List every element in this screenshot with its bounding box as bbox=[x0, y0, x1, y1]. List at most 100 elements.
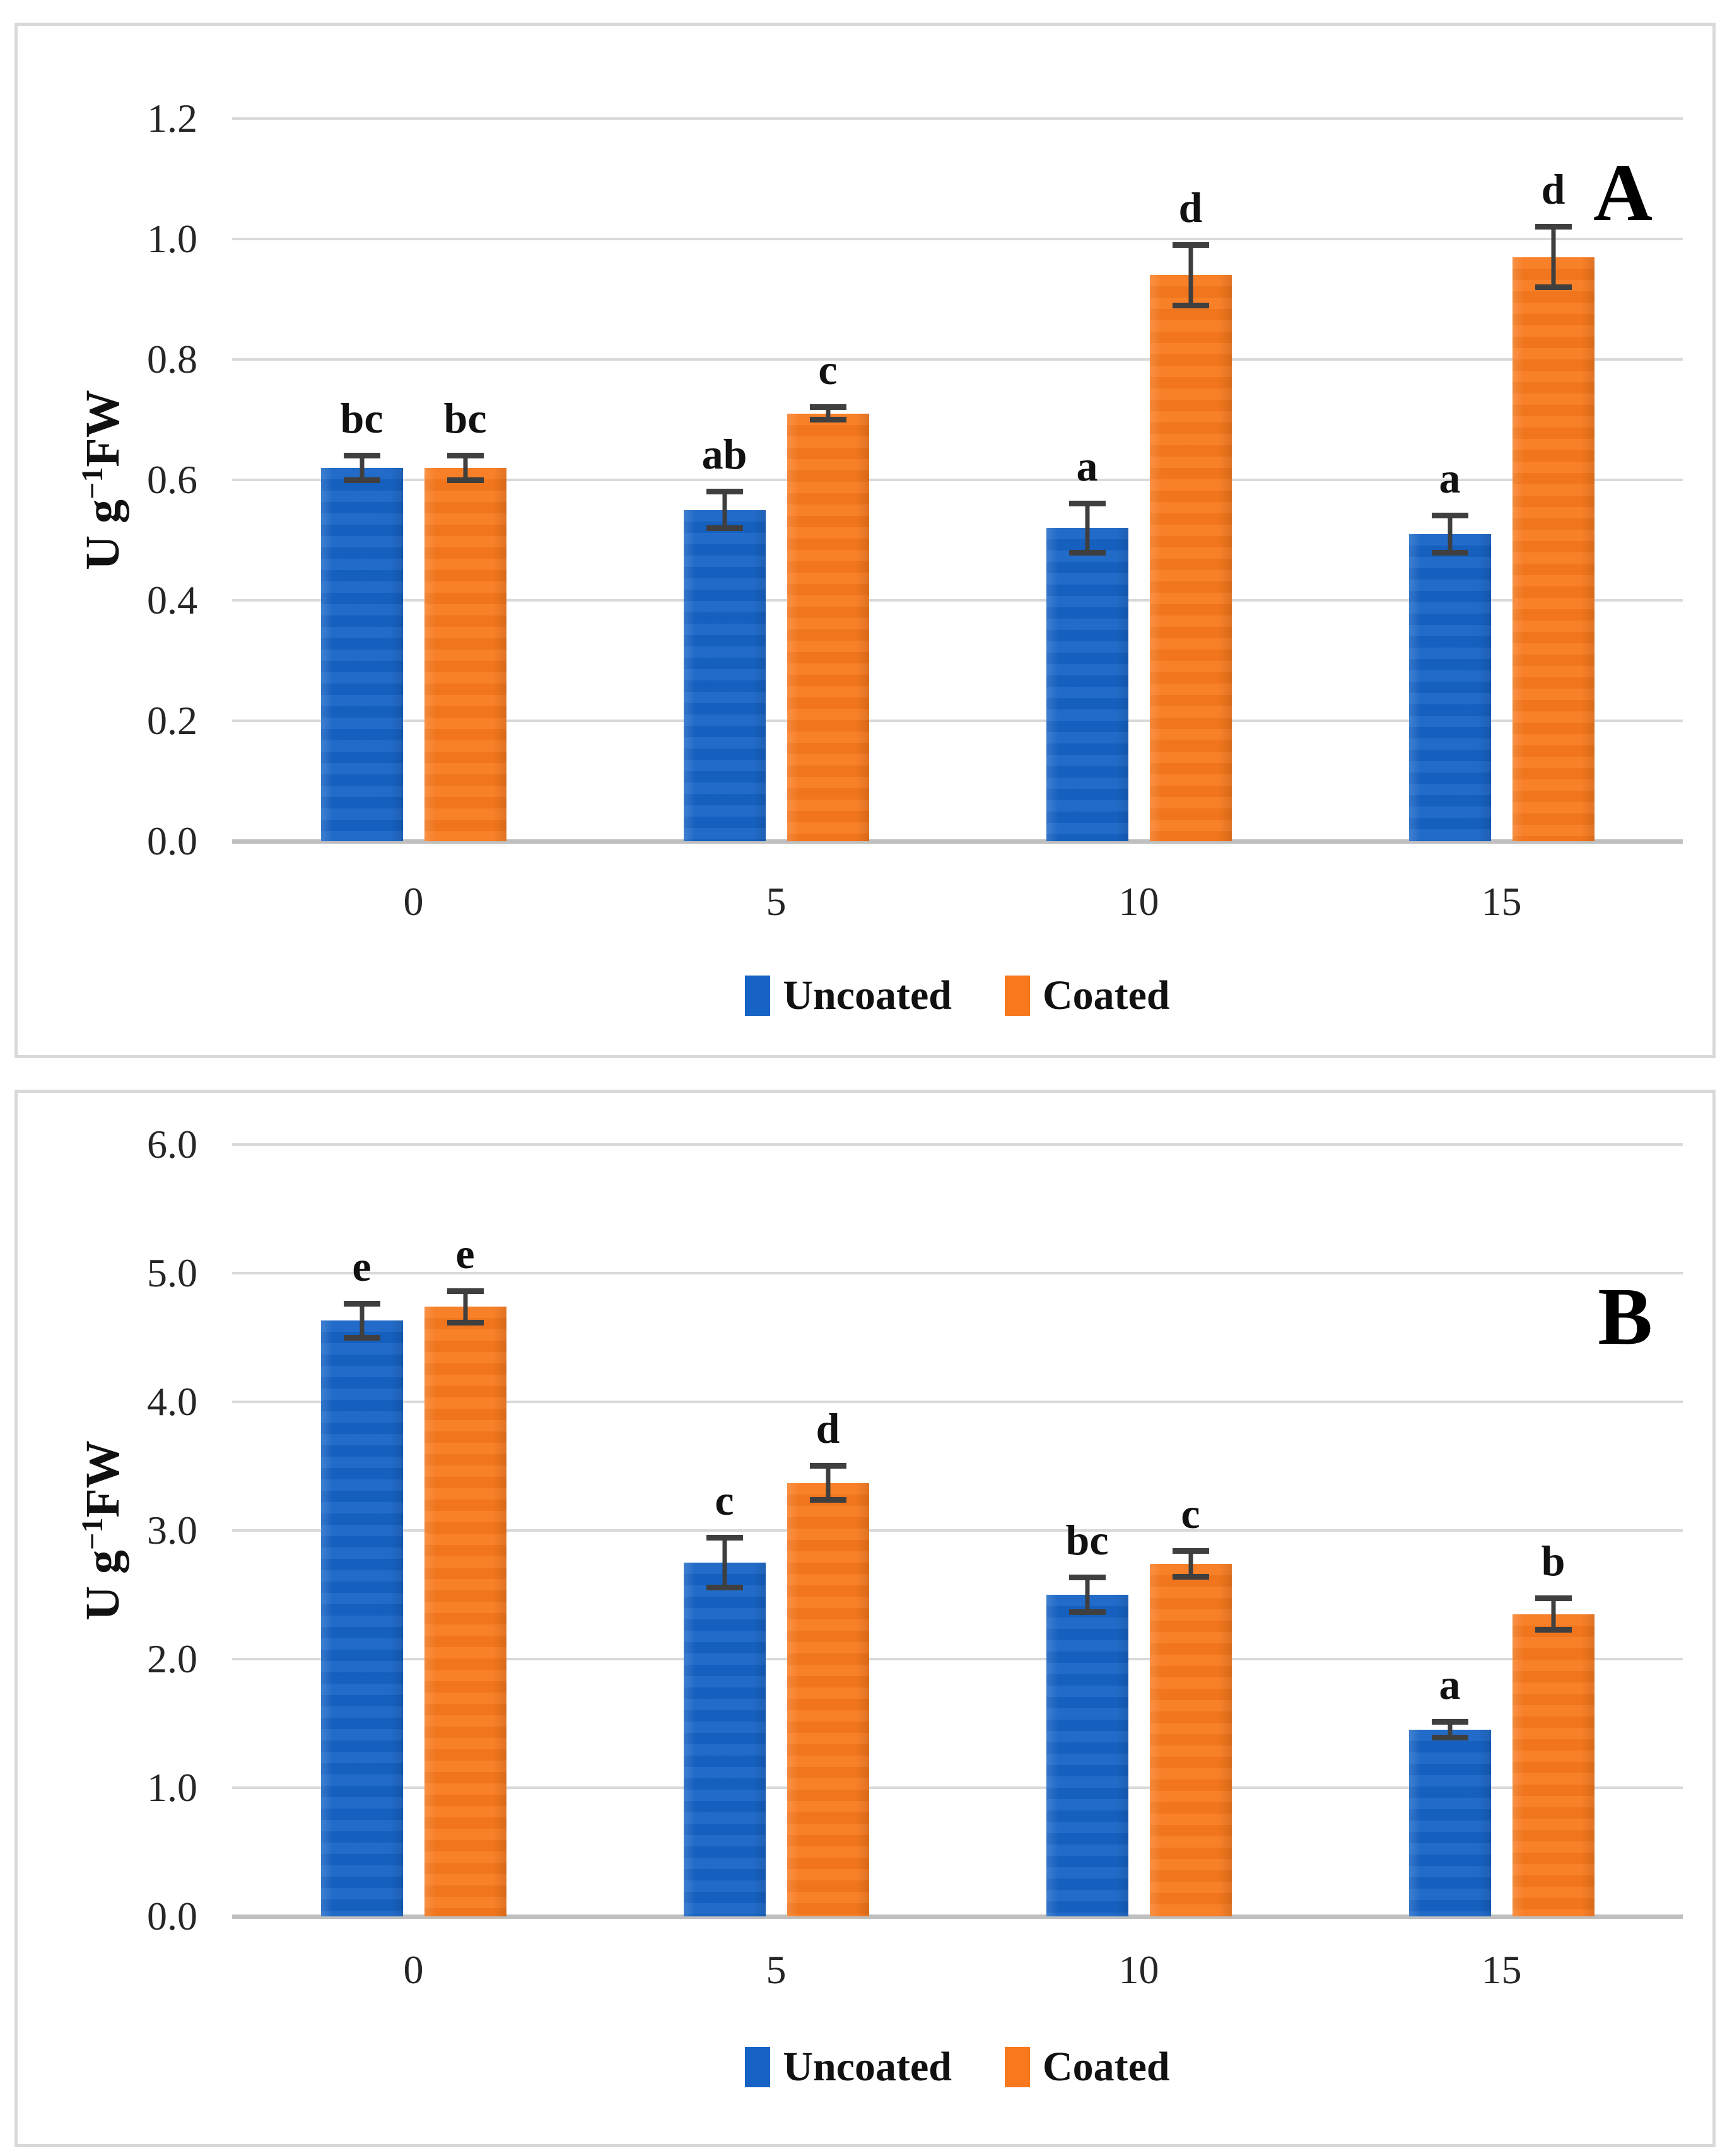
error-bar bbox=[722, 1538, 727, 1587]
gridline bbox=[232, 117, 1683, 120]
bar-group: bc c bbox=[1044, 1145, 1234, 1916]
bar-uncoated bbox=[1046, 1595, 1128, 1916]
error-bar bbox=[826, 1466, 830, 1500]
legend-item-coated: Coated bbox=[1005, 975, 1170, 1017]
y-tick-label: 0.8 bbox=[147, 337, 197, 382]
panel-letter-a: A bbox=[1593, 148, 1653, 238]
y-axis-title: U g−1FW bbox=[75, 1440, 131, 1621]
x-axis-line bbox=[232, 1914, 1683, 1919]
error-bar-cap-bottom bbox=[1535, 1627, 1572, 1633]
bar-slot: bc bbox=[424, 119, 506, 841]
error-bar-cap-top bbox=[706, 1535, 743, 1541]
panel-b: 6.0 5.0 4.0 3.0 2.0 1.0 0.0 e e 0 c d 5 bc c 10 a b 15 U g−… bbox=[15, 1090, 1716, 2147]
bar-group: bc bc bbox=[319, 119, 508, 841]
gridline bbox=[232, 1529, 1683, 1532]
gridline bbox=[232, 599, 1683, 602]
gridline bbox=[232, 1401, 1683, 1403]
legend-swatch-coated bbox=[1005, 976, 1030, 1016]
error-bar-cap-bottom bbox=[343, 477, 380, 483]
bar-coated bbox=[1149, 1564, 1232, 1916]
error-bar bbox=[1551, 1599, 1555, 1629]
plot-area bbox=[232, 117, 1683, 844]
sig-letter: d bbox=[1541, 165, 1565, 213]
y-tick-label: 6.0 bbox=[147, 1122, 197, 1167]
bar-slot: d bbox=[1512, 119, 1594, 841]
x-tick-label: 0 bbox=[403, 879, 424, 924]
x-tick-label: 0 bbox=[403, 1947, 424, 1992]
bar-coated bbox=[787, 414, 869, 841]
error-bar-cap-top bbox=[1068, 501, 1106, 506]
bar-coated bbox=[1149, 275, 1232, 841]
sig-letter: ab bbox=[701, 430, 747, 478]
bar-uncoated bbox=[1408, 1730, 1491, 1916]
y-axis-title-suffix: FW bbox=[76, 1440, 130, 1518]
sig-letter: e bbox=[352, 1242, 372, 1290]
error-bar-cap-top bbox=[343, 1301, 380, 1307]
error-bar-cap-bottom bbox=[447, 1320, 484, 1326]
bar-uncoated bbox=[1046, 528, 1128, 841]
sig-letter: bc bbox=[443, 394, 487, 442]
error-bar bbox=[1448, 1722, 1452, 1737]
y-tick-label: 1.0 bbox=[147, 216, 197, 261]
gridline bbox=[232, 1786, 1683, 1789]
panel-letter-b: B bbox=[1598, 1271, 1653, 1362]
gridline bbox=[232, 479, 1683, 481]
legend-label: Uncoated bbox=[783, 972, 952, 1018]
sig-letter: bc bbox=[340, 394, 383, 442]
sig-letter: d bbox=[816, 1404, 840, 1452]
error-bar-cap-bottom bbox=[1068, 1609, 1106, 1615]
error-bar-cap-top bbox=[1431, 513, 1468, 518]
bar-coated bbox=[424, 468, 506, 841]
error-bar-cap-top bbox=[809, 1463, 846, 1469]
bar-slot: ab bbox=[683, 119, 766, 841]
legend-item-uncoated: Uncoated bbox=[745, 2046, 952, 2088]
sig-letter: a bbox=[1439, 1660, 1461, 1708]
error-bar-cap-top bbox=[1172, 242, 1209, 248]
bar-slot: c bbox=[683, 1145, 766, 1916]
x-tick-label: 5 bbox=[766, 1947, 787, 1992]
bar-uncoated bbox=[683, 1563, 766, 1916]
error-bar-cap-top bbox=[1431, 1719, 1468, 1725]
y-tick-label: 0.6 bbox=[147, 457, 197, 502]
legend-item-uncoated: Uncoated bbox=[745, 975, 952, 1017]
error-bar bbox=[722, 492, 727, 528]
y-tick-label: 4.0 bbox=[147, 1379, 197, 1424]
error-bar bbox=[1448, 516, 1452, 552]
legend: Uncoated Coated bbox=[232, 2046, 1683, 2088]
bar-slot: a bbox=[1046, 119, 1128, 841]
error-bar-cap-top bbox=[1068, 1575, 1106, 1580]
error-bar bbox=[826, 407, 830, 419]
sig-letter: a bbox=[1439, 454, 1461, 502]
error-bar-cap-bottom bbox=[447, 477, 484, 483]
error-bar bbox=[463, 1291, 467, 1322]
panel-a: 1.2 1.0 0.8 0.6 0.4 0.2 0.0 bc bc 0 ab c 5 a d 10 a d 15 U … bbox=[15, 23, 1716, 1058]
gridline bbox=[232, 1658, 1683, 1660]
bar-uncoated bbox=[683, 510, 766, 841]
y-tick-label: 5.0 bbox=[147, 1250, 197, 1295]
error-bar-cap-bottom bbox=[1431, 550, 1468, 556]
x-tick-label: 10 bbox=[1118, 1947, 1159, 1992]
error-bar-cap-bottom bbox=[1535, 284, 1572, 290]
y-tick-label: 0.0 bbox=[147, 1894, 197, 1938]
y-axis-title-superscript: −1 bbox=[75, 1517, 109, 1550]
y-tick-label: 0.2 bbox=[147, 698, 197, 743]
gridline bbox=[232, 238, 1683, 240]
gridline bbox=[232, 358, 1683, 361]
y-axis-title: U g−1FW bbox=[75, 390, 131, 570]
error-bar-cap-top bbox=[1535, 224, 1572, 230]
sig-letter: a bbox=[1076, 442, 1098, 490]
x-tick-label: 5 bbox=[766, 879, 787, 924]
gridline bbox=[232, 1143, 1683, 1146]
plot-area bbox=[232, 1143, 1683, 1919]
gridline bbox=[232, 720, 1683, 722]
error-bar-cap-top bbox=[343, 453, 380, 458]
error-bar-cap-top bbox=[1172, 1548, 1209, 1554]
sig-letter: bc bbox=[1065, 1516, 1109, 1564]
legend-item-coated: Coated bbox=[1005, 2046, 1170, 2088]
y-axis-title-suffix: FW bbox=[76, 390, 130, 467]
x-tick-label: 15 bbox=[1481, 1947, 1522, 1992]
